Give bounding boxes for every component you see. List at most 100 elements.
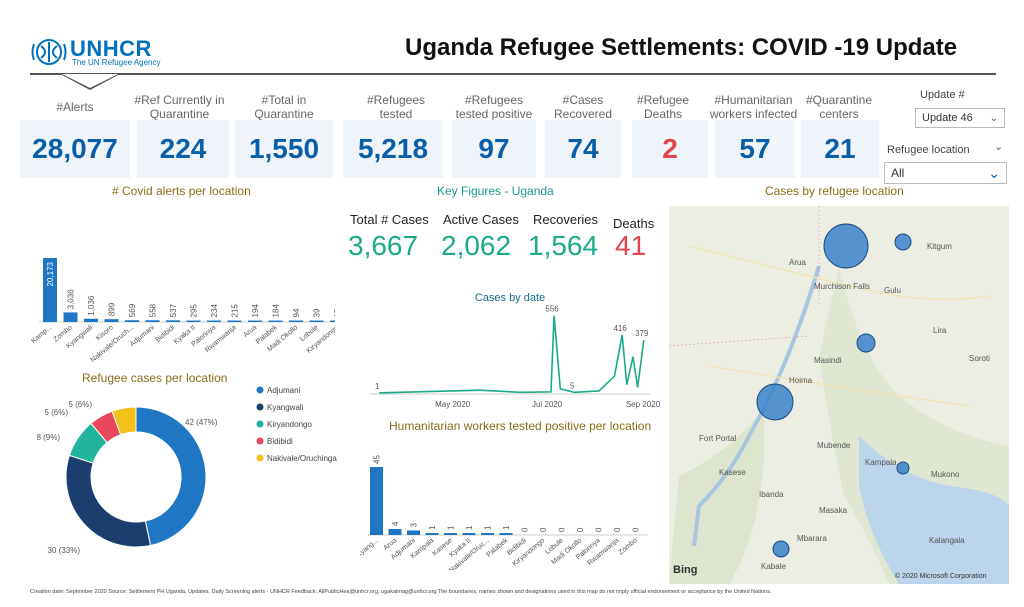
donut-data-label: 8 (9%) [36,433,60,442]
alerts-data-label: 569 [128,303,137,317]
kf-label-recoveries: Recoveries [533,212,599,227]
hum-category-label: Palabek [485,537,509,559]
alerts-bar [104,319,119,322]
donut-slice [111,406,137,436]
kpi-value-quarantine-centers: 21 [801,120,879,178]
legend-swatch [256,454,264,462]
update-dropdown[interactable]: Update 46 ⌄ [915,108,1005,128]
alerts-data-label: 20,173 [46,261,55,286]
line-point-label: 1 [375,382,380,391]
map-place-label: Kabale [761,562,786,571]
alerts-data-label: 194 [251,304,260,318]
kpi-label-alerts: #Alerts [56,100,94,114]
line-point-label: 5 [570,381,575,390]
alerts-bar-chart: 20,173Kamp...3,036Zombo1,036Kyangwali899… [30,258,335,364]
hum-data-label: 0 [558,527,567,532]
kpi-value-tested-positive: 97 [452,120,536,178]
line-point-label: 416 [613,324,627,333]
bing-logo: Bing [673,564,698,576]
hum-data-label: 1 [484,525,493,530]
alerts-data-label: 558 [149,303,158,317]
kf-label-deaths: Deaths [613,216,655,231]
hum-bar [499,533,513,535]
chevron-down-icon: ⌄ [988,165,1000,181]
kpi-value-recovered: 74 [545,120,621,178]
map-place-label: Kalangala [929,536,965,545]
donut-slice [65,454,152,548]
map-place-label: Masaka [819,506,848,515]
alerts-data-label: 3,036 [67,289,76,310]
alerts-bar [166,320,180,322]
case-bubble-palorinya[interactable] [894,233,912,251]
hum-data-label: 0 [539,527,548,532]
hum-data-label: 3 [410,522,419,527]
update-dropdown-value: Update 46 [922,112,973,124]
alerts-category-label: Kamp... [30,324,53,345]
cases-line [379,315,645,394]
case-bubble-adjumani[interactable] [823,223,869,269]
hum-bar [481,533,494,535]
hum-data-label: 1 [465,525,474,530]
map-place-label: Kampala [865,458,897,467]
kpi-value-total-quarantine: 1,550 [235,120,333,178]
alerts-bar [43,258,57,322]
map-credit: © 2020 Microsoft Corporation [895,573,987,580]
hum-data-label: 0 [595,527,604,532]
kpi-value-ref-quarantine: 224 [137,120,229,178]
chevron-down-icon: ⌄ [989,113,998,124]
map-place-label: Hoima [789,376,813,385]
section-title-refugee-cases: Refugee cases per location [82,371,228,385]
case-bubble-kiryandongo[interactable] [856,333,876,353]
alerts-data-label: 1,036 [87,295,96,316]
line-point-label: 556 [545,305,559,314]
alerts-data-label: 295 [190,304,199,318]
cases-map[interactable]: Arua Gulu Kitgum Murchison Falls Masindi Hoim… [669,206,1009,584]
alerts-data-label: 15 [333,308,335,317]
legend-label: Kyangwali [267,403,304,412]
alerts-bar [309,320,324,322]
kpi-value-refugees-tested: 5,218 [343,120,443,178]
chevron-down-icon[interactable]: ⌄ [994,141,1004,153]
alerts-data-label: 899 [108,302,117,316]
alerts-data-label: 94 [292,308,301,317]
kf-value-total-cases: 3,667 [348,230,419,261]
case-bubble-kampala[interactable] [896,461,910,475]
map-bubbles [756,223,912,558]
alerts-data-label: 234 [210,304,219,318]
kpi-label-refugee-deaths: #Refugee Deaths [636,93,690,121]
map-place-label: Masindi [814,356,842,365]
alerts-data-label: 215 [231,304,240,318]
case-bubble-nakivale[interactable] [772,540,790,558]
kf-value-active-cases: 2,062 [441,230,512,261]
logo-text: UNHCR [70,36,152,61]
hum-data-label: 0 [613,527,622,532]
title-notch-inner [62,74,118,88]
map-place-label: Murchison Falls [814,282,871,291]
map-place-label: Fort Portal [699,434,737,443]
hum-data-label: 45 [373,455,382,464]
map-place-label: Mbarara [797,534,827,543]
hum-category-label: Zombo [618,537,639,556]
hum-data-label: 1 [502,525,511,530]
hum-bar [462,533,476,535]
donut-data-label: 5 (6%) [44,408,68,417]
kpi-label-hum-workers: #Humanitarian workers infected [709,93,798,121]
kpi-label-quarantine-centers: #Quarantine centers [805,93,873,121]
case-bubble-kyangwali[interactable] [756,383,794,421]
kpi-label-ref-quarantine: #Ref Currently in Quarantine [134,93,225,121]
donut-data-label: 5 (6%) [68,400,92,409]
map-place-label: Kitgum [927,242,952,251]
section-title-hum-workers: Humanitarian workers tested positive per… [389,419,652,433]
unhcr-logo-icon [31,39,67,65]
map-place-label: Soroti [969,354,990,363]
alerts-bar [186,320,201,322]
alerts-bar [268,320,283,322]
line-x-tick: Jul 2020 [532,400,563,409]
alerts-bar [63,312,78,322]
legend-label: Bidibidi [267,437,293,446]
location-dropdown[interactable]: All ⌄ [884,162,1007,184]
donut-data-label: 42 (47%) [185,418,218,427]
hum-data-label: 0 [521,527,530,532]
kpi-label-recovered: #Cases Recovered [553,93,613,121]
map-place-label: Lira [933,326,947,335]
